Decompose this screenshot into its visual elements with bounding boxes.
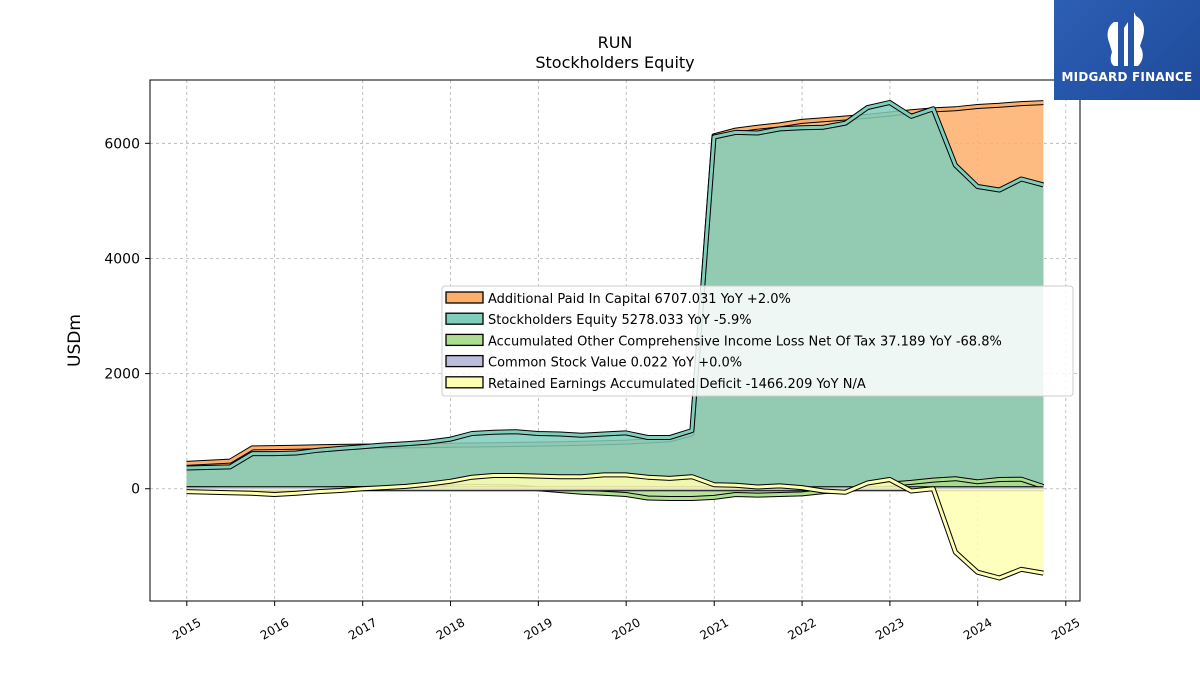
legend-swatch [445, 312, 484, 325]
legend-label: Common Stock Value 0.022 YoY +0.0% [488, 356, 742, 371]
x-tick-label: 2021 [698, 615, 731, 642]
legend-swatch [445, 333, 484, 347]
y-tick-label: 6000 [104, 136, 140, 152]
legend-box [441, 285, 1074, 397]
axes-frame [149, 79, 1081, 602]
legend-swatch [445, 354, 484, 368]
chart-title: RUN [597, 33, 633, 52]
x-tick-label: 2020 [609, 615, 642, 642]
legend-label: Additional Paid In Capital 6707.031 YoY … [488, 292, 791, 307]
y-axis-label: USDm [65, 314, 85, 367]
x-tick-label: 2017 [346, 615, 379, 642]
logo-mark-icon [1107, 12, 1144, 66]
brand-logo: MIDGARD FINANCE [1054, 0, 1200, 100]
x-tick-label: 2018 [434, 615, 467, 642]
legend-swatch [445, 291, 484, 304]
y-tick-label: 0 [131, 482, 140, 498]
x-tick-label: 2024 [961, 615, 994, 642]
x-tick-label: 2015 [170, 615, 203, 642]
legend-swatch [445, 376, 484, 389]
x-tick-label: 2016 [258, 615, 291, 642]
legend-label: Accumulated Other Comprehensive Income L… [488, 334, 1002, 349]
y-tick-label: 2000 [104, 367, 140, 383]
logo-text: MIDGARD FINANCE [1061, 70, 1193, 84]
chart-subtitle: Stockholders Equity [535, 53, 695, 72]
x-tick-label: 2023 [873, 615, 906, 642]
series-line-4 [186, 473, 1044, 580]
x-tick-label: 2019 [522, 615, 555, 642]
legend-label: Retained Earnings Accumulated Deficit -1… [488, 377, 866, 392]
x-tick-label: 2025 [1049, 615, 1082, 642]
x-tick-label: 2022 [785, 615, 818, 642]
y-tick-label: 4000 [104, 251, 140, 267]
series-line-1 [186, 101, 1044, 470]
legend-label: Stockholders Equity 5278.033 YoY -5.9% [488, 313, 752, 328]
